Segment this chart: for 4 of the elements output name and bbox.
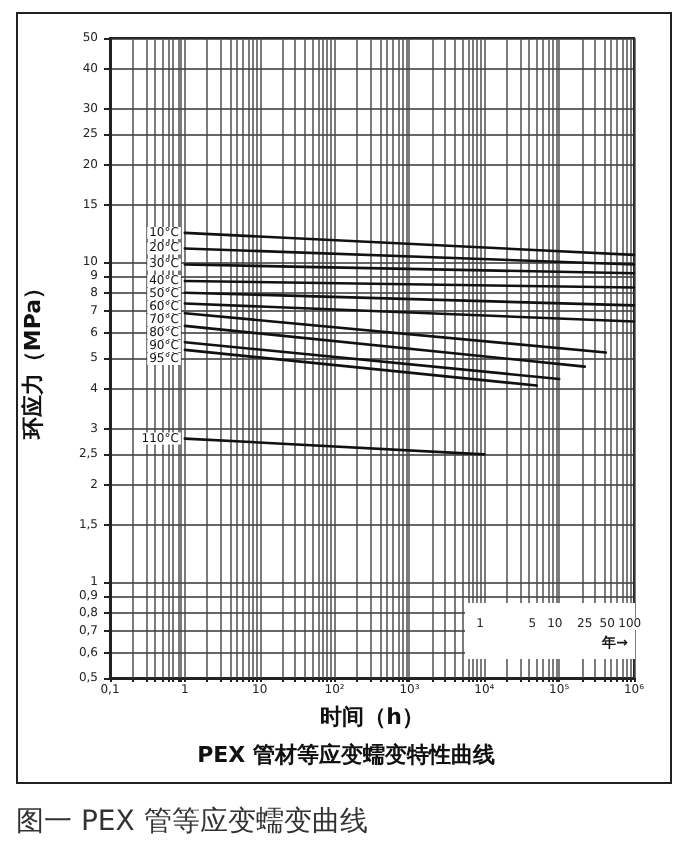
text: PEX 管材等应变蠕变特性曲线	[197, 742, 495, 768]
x-axis-title: 时间（h）	[320, 703, 424, 730]
text: 图一 PEX 管等应变蠕变曲线	[16, 804, 368, 840]
y-axis-title: 环应力（MPa）	[20, 276, 46, 442]
